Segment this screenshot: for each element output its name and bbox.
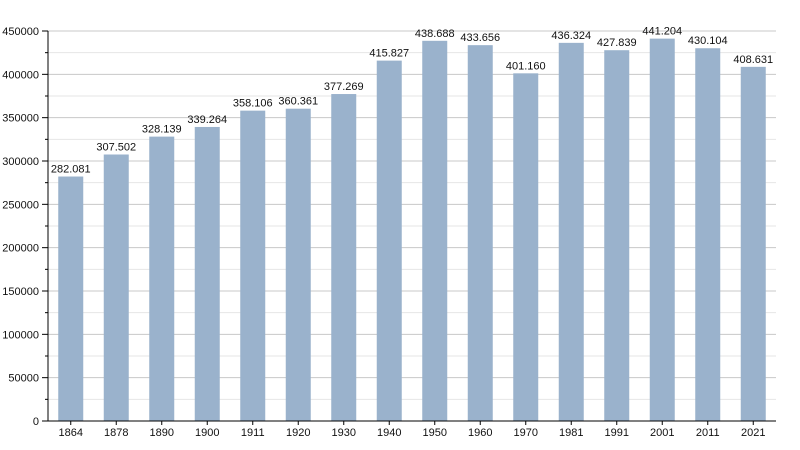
y-tick-label: 50000 bbox=[8, 373, 39, 385]
x-tick-label: 2001 bbox=[650, 427, 674, 439]
bar-value-label: 377.269 bbox=[324, 81, 364, 93]
labels: 0 50000 100000 150000 200000 250000 300000 3500… bbox=[2, 26, 773, 439]
y-tick-label: 450000 bbox=[2, 26, 39, 38]
bar bbox=[376, 60, 402, 421]
bar bbox=[558, 42, 584, 421]
bar-value-label: 430.104 bbox=[688, 35, 728, 47]
bar bbox=[422, 40, 448, 421]
bar bbox=[285, 108, 311, 421]
bar bbox=[604, 50, 630, 421]
x-tick-label: 1920 bbox=[286, 427, 310, 439]
x-tick-label: 1970 bbox=[514, 427, 538, 439]
x-tick-label: 1878 bbox=[104, 427, 128, 439]
x-tick-label: 1930 bbox=[332, 427, 356, 439]
bar-value-label: 427.839 bbox=[597, 37, 637, 49]
bar bbox=[649, 38, 675, 421]
x-tick-label: 2021 bbox=[741, 427, 765, 439]
bar bbox=[194, 126, 220, 422]
bar-value-label: 358.106 bbox=[233, 98, 273, 110]
y-tick-label: 300000 bbox=[2, 156, 39, 168]
bar-value-label: 401.160 bbox=[506, 60, 546, 72]
bar bbox=[240, 110, 266, 421]
x-tick-label: 1900 bbox=[195, 427, 219, 439]
x-tick-label: 1991 bbox=[605, 427, 629, 439]
bar-value-label: 339.264 bbox=[187, 114, 227, 126]
bar-value-label: 282.081 bbox=[51, 164, 91, 176]
x-tick-label: 2011 bbox=[696, 427, 720, 439]
y-tick-label: 250000 bbox=[2, 199, 39, 211]
x-tick-label: 1864 bbox=[59, 427, 83, 439]
bar bbox=[149, 136, 175, 422]
y-tick-label: 0 bbox=[33, 416, 39, 428]
y-tick-label: 200000 bbox=[2, 243, 39, 255]
bar bbox=[695, 48, 721, 422]
x-tick-label: 1940 bbox=[377, 427, 401, 439]
x-tick-label: 1950 bbox=[423, 427, 447, 439]
bar-value-label: 433.656 bbox=[460, 32, 500, 44]
x-tick-label: 1960 bbox=[468, 427, 492, 439]
bar bbox=[58, 176, 84, 421]
y-tick-label: 150000 bbox=[2, 286, 39, 298]
x-tick-label: 1981 bbox=[559, 427, 583, 439]
bar-value-label: 328.139 bbox=[142, 124, 182, 136]
bar bbox=[513, 73, 539, 421]
bar-value-label: 408.631 bbox=[733, 54, 773, 66]
bar-value-label: 415.827 bbox=[369, 48, 409, 60]
bar-value-label: 436.324 bbox=[551, 30, 591, 42]
y-tick-label: 100000 bbox=[2, 329, 39, 341]
bar-value-label: 441.204 bbox=[642, 26, 682, 38]
y-tick-label: 400000 bbox=[2, 69, 39, 81]
bar-value-label: 438.688 bbox=[415, 28, 455, 40]
x-tick-label: 1890 bbox=[150, 427, 174, 439]
bar bbox=[740, 66, 766, 421]
bar bbox=[467, 45, 493, 422]
axes bbox=[42, 30, 776, 425]
bar-value-label: 360.361 bbox=[278, 96, 318, 108]
bars bbox=[58, 38, 766, 422]
bar bbox=[331, 94, 357, 421]
bar-value-label: 307.502 bbox=[96, 141, 136, 153]
y-tick-label: 350000 bbox=[2, 113, 39, 125]
bar bbox=[103, 154, 129, 421]
x-tick-label: 1911 bbox=[241, 427, 265, 439]
